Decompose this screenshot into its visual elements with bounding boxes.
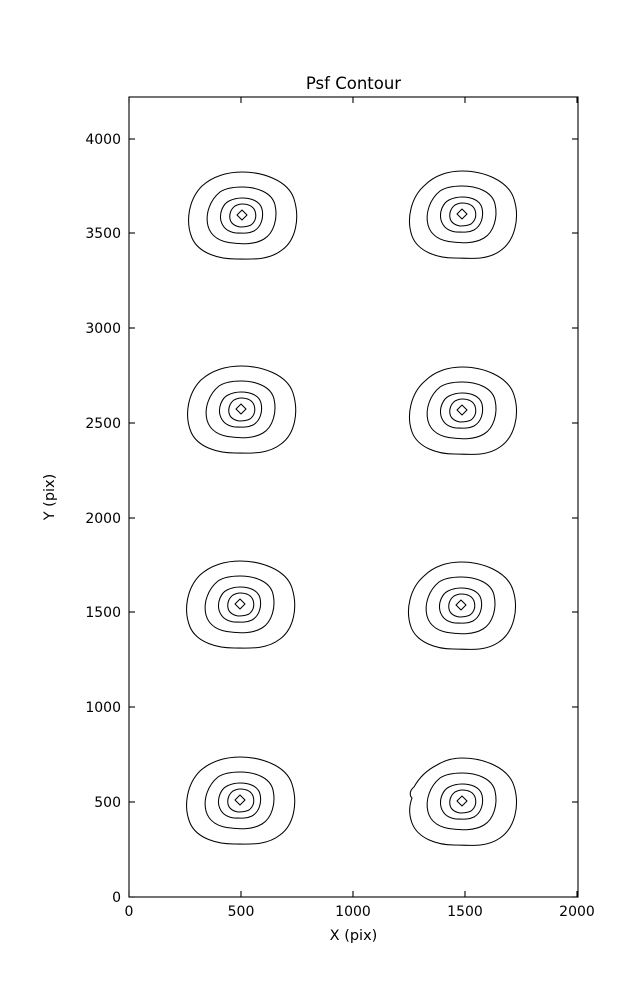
contour-level-1 [409, 366, 517, 455]
contour-level-4 [448, 593, 476, 618]
contour-level-2 [204, 575, 275, 634]
x-tick-label-500: 500 [228, 904, 255, 920]
contour-level-3 [219, 197, 264, 234]
contour-level-5-diamond [456, 404, 468, 416]
y-tick-label-1000: 1000 [85, 700, 121, 716]
contour-level-5-diamond [234, 598, 246, 610]
y-tick-label-1500: 1500 [85, 605, 121, 621]
contour-level-2 [205, 380, 276, 439]
contour-cluster-group [186, 170, 517, 846]
contour-level-2 [426, 381, 497, 440]
contour-level-3 [217, 586, 262, 623]
contour-level-4 [229, 203, 257, 228]
y-tick-label-3500: 3500 [85, 226, 121, 242]
psf-r3-c2 [408, 561, 516, 650]
x-tick-label-2000: 2000 [559, 904, 595, 920]
contour-level-3 [439, 196, 484, 233]
contour-level-2 [426, 772, 497, 831]
y-axis-ticks [129, 138, 578, 898]
contour-level-5-diamond [455, 599, 467, 611]
contour-level-5-diamond [234, 794, 246, 806]
x-tick-label-1000: 1000 [335, 904, 371, 920]
contour-level-3 [439, 392, 484, 429]
contour-level-4 [227, 592, 255, 617]
psf-r3-c1 [186, 560, 296, 649]
psf-r1-c2 [409, 170, 517, 259]
contour-level-2 [206, 186, 277, 245]
contour-level-3 [438, 587, 483, 624]
y-axis-tick-labels: 0 500 1000 1500 2000 2500 3000 3500 4000 [85, 132, 121, 906]
contour-level-3 [217, 782, 262, 819]
y-tick-label-4000: 4000 [85, 132, 121, 148]
contour-level-4 [449, 789, 477, 814]
contour-level-5-diamond [456, 208, 468, 220]
y-tick-label-3000: 3000 [85, 321, 121, 337]
contour-level-2 [426, 185, 497, 244]
contour-level-1 [409, 170, 517, 259]
x-tick-label-1500: 1500 [447, 904, 483, 920]
x-axis-ticks [128, 97, 578, 897]
y-axis-label: Y (pix) [42, 474, 58, 522]
psf-r1-c1 [188, 171, 298, 260]
psf-r2-c1 [187, 365, 297, 454]
contour-level-4 [228, 397, 256, 422]
psf-r2-c2 [409, 366, 517, 455]
y-tick-label-500: 500 [94, 795, 121, 811]
contour-level-1 [186, 756, 296, 845]
contour-level-1 [408, 561, 516, 650]
contour-level-2 [204, 771, 275, 830]
contour-level-4 [227, 788, 255, 813]
axes-background [129, 97, 578, 897]
contour-level-4 [449, 398, 477, 423]
contour-level-5-diamond [236, 209, 248, 221]
psf-r4-c1 [186, 756, 296, 845]
x-axis-tick-labels: 0 500 1000 1500 2000 [125, 904, 595, 920]
x-axis-label: X (pix) [330, 928, 378, 944]
psf-r4-c2 [409, 757, 517, 846]
contour-level-4 [449, 202, 477, 227]
x-tick-label-0: 0 [125, 904, 134, 920]
y-tick-label-2000: 2000 [85, 511, 121, 527]
chart-title: Psf Contour [306, 74, 401, 93]
contour-level-5-diamond [235, 403, 247, 415]
contour-level-3 [218, 391, 263, 428]
contour-level-5-diamond [456, 795, 468, 807]
y-tick-label-2500: 2500 [85, 416, 121, 432]
contour-level-1 [409, 757, 517, 846]
y-tick-label-0: 0 [112, 890, 121, 906]
contour-level-1 [186, 560, 296, 649]
contour-level-3 [439, 783, 484, 820]
contour-level-1 [188, 171, 298, 260]
contour-level-2 [425, 576, 496, 635]
contour-level-1 [187, 365, 297, 454]
